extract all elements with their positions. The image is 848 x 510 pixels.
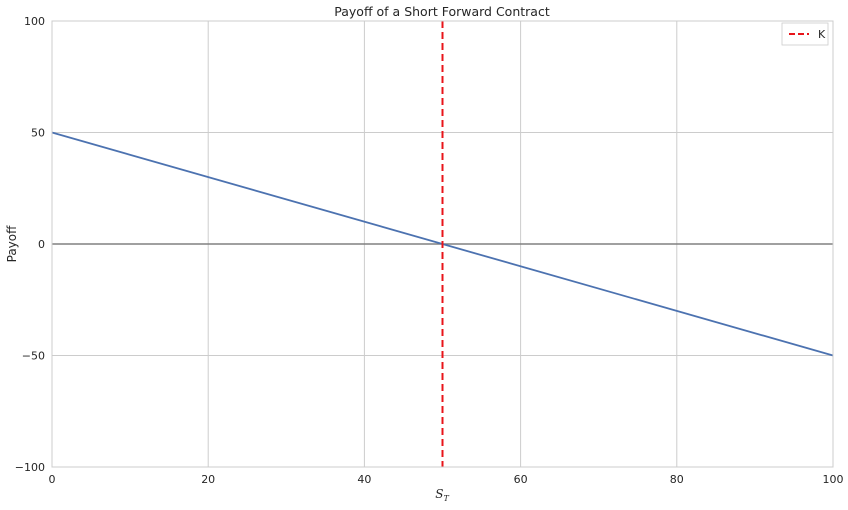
y-tick-label: 0 <box>38 238 45 251</box>
y-tick-label: −100 <box>15 461 45 474</box>
x-tick-label: 60 <box>514 473 528 486</box>
y-axis-label: Payoff <box>5 225 19 262</box>
chart-title: Payoff of a Short Forward Contract <box>334 4 550 19</box>
x-tick-label: 80 <box>670 473 684 486</box>
y-tick-label: 50 <box>31 127 45 140</box>
y-tick-labels: −100 −50 0 50 100 <box>15 15 45 474</box>
x-axis-label-main: S <box>435 487 443 501</box>
x-tick-label: 20 <box>201 473 215 486</box>
x-axis-label: ST <box>435 487 449 503</box>
legend-box <box>781 22 829 46</box>
x-tick-labels: 0 20 40 60 80 100 <box>49 473 844 486</box>
y-tick-label: −50 <box>22 350 45 363</box>
legend-label-k: K <box>818 28 826 41</box>
plot-frame <box>51 20 834 468</box>
x-tick-label: 100 <box>823 473 844 486</box>
y-tick-label: 100 <box>24 15 45 28</box>
x-axis-label-subscript: T <box>443 494 449 503</box>
x-tick-label: 0 <box>49 473 56 486</box>
legend: K <box>781 22 829 46</box>
x-tick-label: 40 <box>357 473 371 486</box>
